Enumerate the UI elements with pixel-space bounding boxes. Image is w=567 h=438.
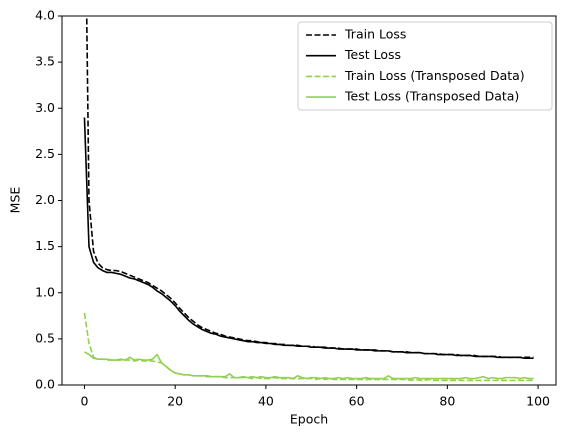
y-tick-label: 3.5 [35,54,55,69]
y-tick-label: 1.5 [35,238,55,253]
x-axis-label: Epoch [290,412,328,427]
y-tick-label: 2.5 [35,146,55,161]
lines [83,16,534,382]
series-line [84,351,534,380]
y-axis-label: MSE [8,187,23,214]
legend-label: Test Loss [344,47,401,62]
y-tick-label: 0.0 [35,377,55,392]
x-tick-label: 40 [258,394,274,409]
legend-label: Test Loss (Transposed Data) [344,89,519,104]
y-tick-label: 2.0 [35,192,55,207]
series-line [83,117,534,360]
y-tick-label: 0.5 [35,330,55,345]
y-tick-label: 1.0 [35,284,55,299]
legend-box [297,21,553,111]
legend-label: Train Loss (Transposed Data) [344,68,525,83]
x-tick-label: 100 [526,394,550,409]
x-tick-label: 0 [80,394,88,409]
x-tick-label: 20 [167,394,183,409]
y-tick-label: 4.0 [35,8,55,23]
legend-label: Train Loss [344,27,406,42]
y-tick-label: 3.0 [35,100,55,115]
x-tick-label: 60 [349,394,365,409]
x-tick-label: 80 [439,394,455,409]
